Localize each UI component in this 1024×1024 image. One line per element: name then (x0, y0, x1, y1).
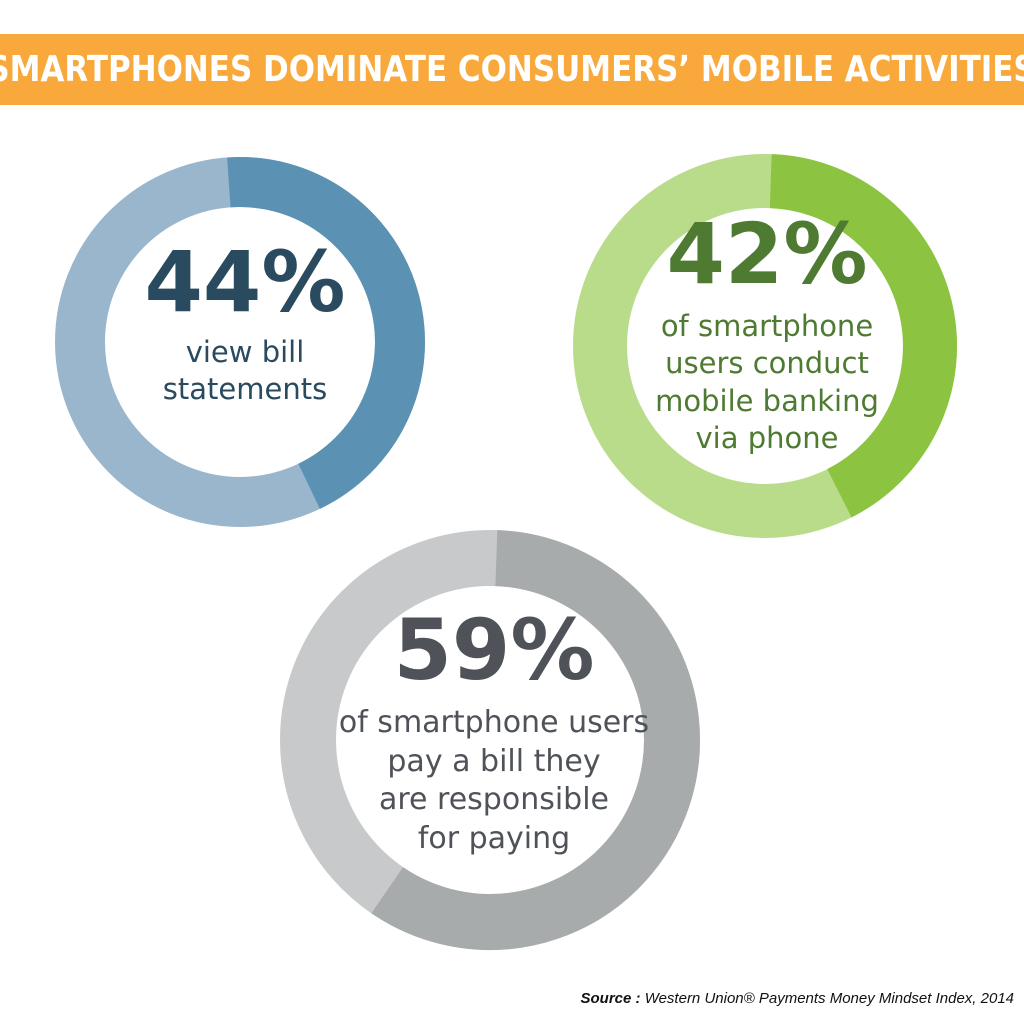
donut-gray-value-arc (371, 530, 700, 950)
stat-gray-percent: 59% (393, 601, 595, 699)
stat-green-caption-line-4: via phone (695, 421, 839, 456)
infographic-title: SMARTPHONES DOMINATE CONSUMERS’ MOBILE A… (0, 49, 1024, 90)
stat-blue-caption-line-2: statements (162, 372, 328, 407)
stat-gray: 59% of smartphone users pay a bill they … (304, 608, 684, 859)
stat-gray-caption-line-2: pay a bill they (387, 743, 601, 779)
stat-gray-caption-line-3: are responsible (378, 782, 610, 818)
stat-green-caption-line-2: users conduct (665, 346, 869, 381)
title-banner: SMARTPHONES DOMINATE CONSUMERS’ MOBILE A… (0, 34, 1024, 105)
stat-gray-caption-line-1: of smartphone users (338, 705, 650, 740)
stat-blue-percent: 44% (144, 233, 346, 331)
source-label: Source : (580, 990, 641, 1007)
source-text: Western Union® Payments Money Mindset In… (644, 990, 1014, 1007)
donut-blue-value-arc (227, 157, 425, 509)
donut-green-value-arc (769, 154, 957, 518)
stat-blue: 44% view bill statements (90, 240, 400, 409)
stat-green-caption-line-3: mobile banking (655, 383, 879, 418)
stat-green-caption-line-1: of smartphone (660, 309, 874, 343)
stat-blue-caption-line-1: view bill (185, 335, 305, 369)
stat-gray-caption-line-4: for paying (417, 821, 571, 857)
source-note: Source : Western Union® Payments Money M… (581, 990, 1014, 1007)
stat-green: 42% of smartphone users conduct mobile b… (612, 212, 922, 458)
stat-green-percent: 42% (666, 205, 868, 303)
